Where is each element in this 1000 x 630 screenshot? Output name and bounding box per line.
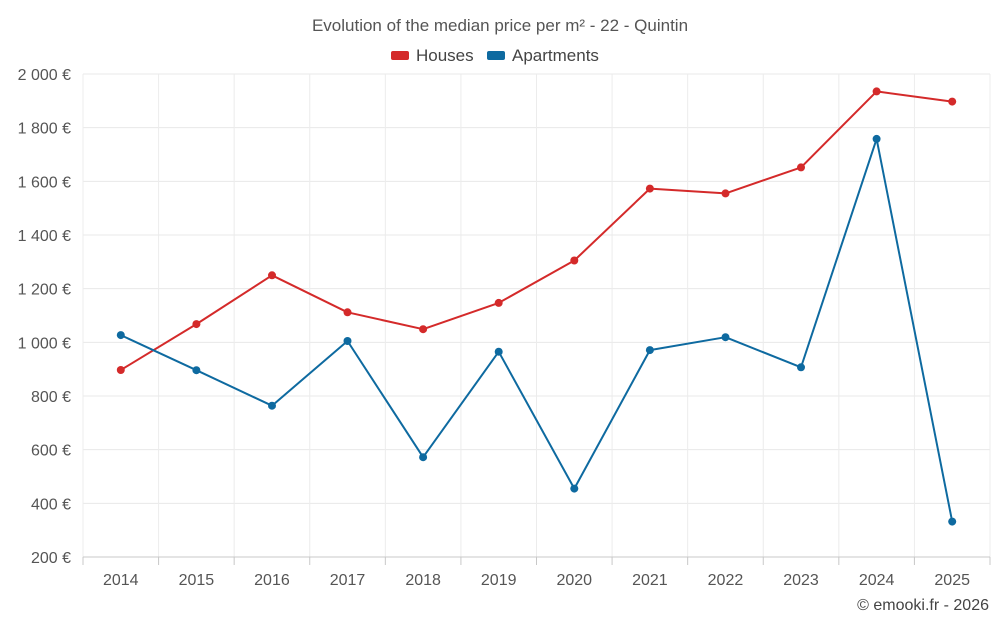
y-tick-label: 200 €: [31, 550, 71, 567]
data-point-houses[interactable]: [948, 97, 957, 106]
data-point-houses[interactable]: [721, 189, 730, 198]
data-point-houses[interactable]: [872, 87, 881, 96]
x-tick-label: 2021: [632, 572, 668, 589]
legend-item-houses[interactable]: Houses: [391, 46, 474, 65]
credit-text: © emooki.fr - 2026: [857, 597, 989, 614]
data-point-apartments[interactable]: [419, 453, 428, 462]
data-point-apartments[interactable]: [494, 347, 503, 356]
grid: [82, 73, 991, 557]
x-tick-label: 2018: [405, 572, 441, 589]
x-tick-label: 2016: [254, 572, 290, 589]
series-line-houses: [120, 90, 953, 371]
legend-swatch-apartments: [487, 51, 505, 60]
x-tick-label: 2025: [934, 572, 970, 589]
data-point-houses[interactable]: [419, 325, 428, 334]
data-point-houses[interactable]: [116, 366, 125, 374]
x-tick-label: 2014: [103, 572, 139, 589]
legend-label-apartments: Apartments: [512, 46, 599, 65]
data-point-apartments[interactable]: [192, 366, 201, 375]
legend-item-apartments[interactable]: Apartments: [487, 46, 599, 65]
y-tick-label: 800 €: [31, 389, 71, 406]
data-point-houses[interactable]: [645, 184, 654, 193]
data-point-apartments[interactable]: [872, 134, 881, 143]
x-tick-label: 2023: [783, 572, 819, 589]
series-line-apartments: [120, 137, 954, 522]
x-tick-label: 2024: [859, 572, 895, 589]
data-point-apartments[interactable]: [721, 333, 730, 342]
data-point-apartments[interactable]: [343, 337, 352, 345]
x-tick-label: 2022: [708, 572, 744, 589]
data-point-apartments[interactable]: [948, 517, 957, 526]
y-tick-label: 1 600 €: [18, 174, 71, 191]
data-point-apartments[interactable]: [268, 401, 276, 410]
x-tick-label: 2015: [179, 572, 215, 589]
x-tick-label: 2019: [481, 572, 517, 589]
legend-swatch-houses: [391, 51, 409, 60]
x-tick-label: 2020: [556, 572, 592, 589]
y-tick-label: 2 000 €: [18, 67, 71, 84]
y-tick-label: 1 000 €: [18, 335, 71, 352]
axes: 200 € 400 € 600 € 800 € 1 000 € 1 200 € 1 400 …: [18, 67, 991, 589]
y-tick-label: 1 200 €: [18, 282, 71, 299]
data-point-houses[interactable]: [268, 271, 276, 280]
chart-title: Evolution of the median price per m² - 2…: [312, 16, 688, 35]
y-tick-label: 400 €: [31, 496, 71, 513]
data-point-apartments[interactable]: [645, 346, 654, 355]
data-point-apartments[interactable]: [797, 363, 805, 372]
data-point-houses[interactable]: [343, 308, 352, 317]
series: [116, 87, 957, 526]
legend: Houses Apartments: [391, 46, 599, 65]
y-tick-label: 1 400 €: [18, 228, 71, 245]
data-point-houses[interactable]: [494, 298, 503, 307]
x-tick-label: 2017: [330, 572, 366, 589]
data-point-apartments[interactable]: [570, 484, 579, 493]
data-point-houses[interactable]: [797, 163, 805, 172]
y-tick-label: 600 €: [31, 443, 71, 460]
legend-label-houses: Houses: [416, 46, 474, 65]
data-point-houses[interactable]: [570, 256, 579, 265]
data-point-apartments[interactable]: [116, 331, 125, 340]
data-point-houses[interactable]: [192, 320, 201, 329]
y-tick-label: 1 800 €: [18, 121, 71, 138]
